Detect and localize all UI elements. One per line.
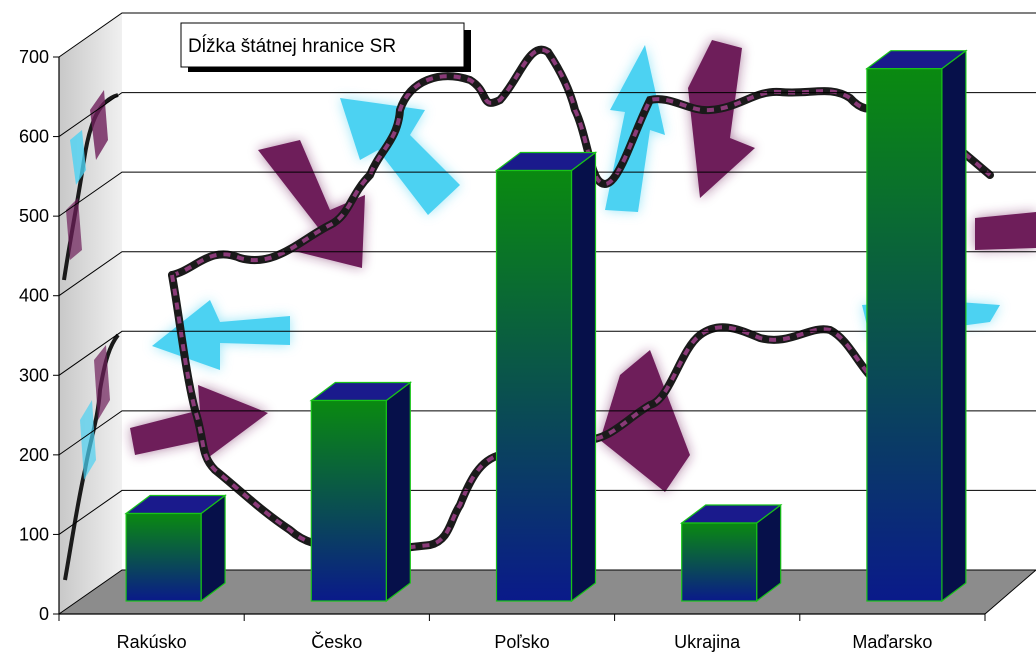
gridline	[58, 92, 1036, 137]
y-axis: 0 100 200 300 400 500 600 700	[19, 47, 59, 624]
gridlines	[58, 12, 1036, 535]
gridline	[58, 489, 1036, 535]
bar	[124, 494, 227, 603]
y-tick-label: 0	[39, 604, 49, 624]
x-category-label: Maďarsko	[852, 632, 932, 652]
gridline	[58, 330, 1036, 376]
y-tick-label: 500	[19, 206, 49, 226]
x-category-label: Rakúsko	[117, 632, 187, 652]
bar	[494, 151, 598, 603]
y-tick-label: 300	[19, 365, 49, 385]
bar-front-face	[866, 68, 943, 602]
bar-side-face	[570, 151, 597, 603]
y-tick-label: 600	[19, 127, 49, 147]
bar-front-face	[310, 399, 387, 602]
x-axis: Rakúsko Česko Poľsko Ukrajina Maďarsko	[58, 614, 986, 652]
side-wall	[59, 12, 122, 614]
gridline	[58, 171, 1036, 217]
chart-title: Dĺžka štátnej hranice SR	[188, 35, 396, 57]
gridline	[58, 251, 1036, 297]
bar-front-face	[681, 522, 758, 602]
x-category-label: Poľsko	[494, 632, 549, 652]
gridline	[58, 12, 1036, 58]
y-tick-label: 100	[19, 524, 49, 544]
bar	[865, 49, 968, 603]
bar	[309, 381, 413, 603]
bar-side-face	[941, 49, 967, 603]
y-tick-label: 700	[19, 47, 49, 67]
gridline	[58, 410, 1036, 456]
x-category-label: Česko	[311, 631, 362, 652]
bar-front-face	[495, 169, 573, 602]
y-tick-label: 200	[19, 445, 49, 465]
bar-front-face	[125, 512, 202, 602]
y-tick-label: 400	[19, 286, 49, 306]
title-frame	[180, 22, 465, 68]
x-category-label: Ukrajina	[674, 632, 741, 652]
bars	[124, 49, 968, 603]
chart-title-box: Dĺžka štátnej hranice SR	[180, 22, 471, 72]
bar	[679, 503, 783, 603]
bar-side-face	[385, 381, 411, 603]
